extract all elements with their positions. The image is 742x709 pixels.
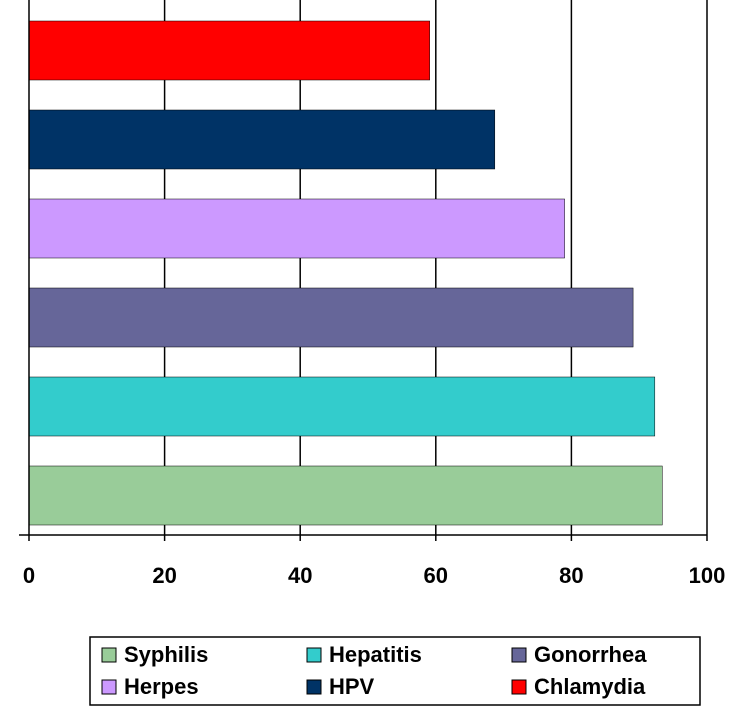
legend-swatch xyxy=(511,647,527,663)
x-tick-label: 40 xyxy=(288,563,312,588)
x-tick-label: 60 xyxy=(424,563,448,588)
bar xyxy=(28,198,565,259)
legend-label: Gonorrhea xyxy=(534,642,647,667)
legend-label: Herpes xyxy=(124,674,199,699)
bar xyxy=(28,287,634,348)
legend-swatch xyxy=(306,647,322,663)
bar xyxy=(28,109,496,170)
bar xyxy=(28,376,656,437)
x-tick-label: 20 xyxy=(152,563,176,588)
legend-swatch xyxy=(306,679,322,695)
legend-swatch xyxy=(101,679,117,695)
legend-label: Syphilis xyxy=(124,642,208,667)
legend-swatch xyxy=(101,647,117,663)
legend-swatch xyxy=(511,679,527,695)
legend-label: Chlamydia xyxy=(534,674,646,699)
bar xyxy=(28,20,430,81)
x-tick-label: 0 xyxy=(23,563,35,588)
x-tick-label: 100 xyxy=(689,563,726,588)
legend-label: HPV xyxy=(329,674,375,699)
legend-label: Hepatitis xyxy=(329,642,422,667)
legend-box xyxy=(89,636,701,706)
x-tick-label: 80 xyxy=(559,563,583,588)
bar xyxy=(28,465,663,526)
